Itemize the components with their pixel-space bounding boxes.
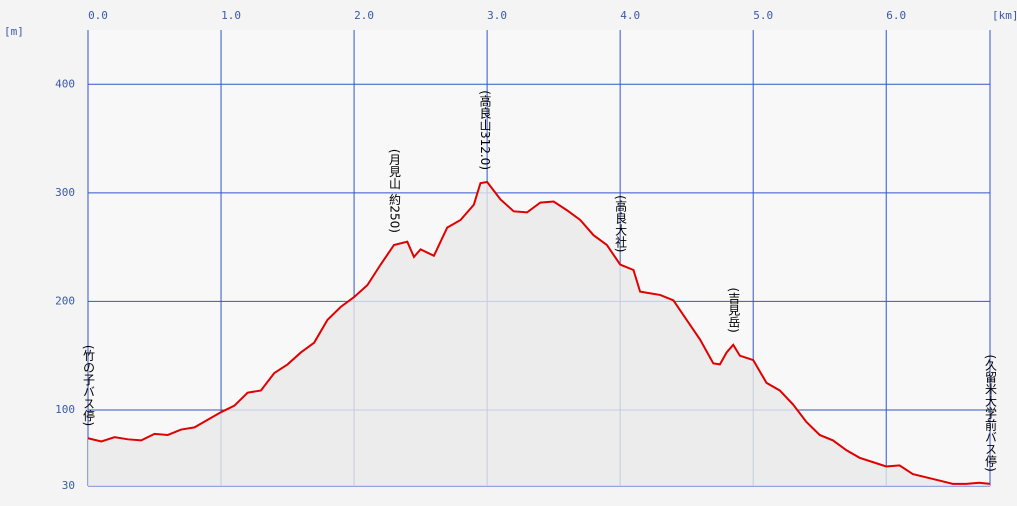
y-tick-label: 200 — [55, 294, 75, 307]
y-unit: [m] — [4, 25, 24, 38]
y-tick-label: 100 — [55, 403, 75, 416]
y-tick-label: 400 — [55, 77, 75, 90]
x-tick-label: 2.0 — [354, 9, 374, 22]
x-unit: [km] — [992, 9, 1017, 22]
x-tick-label: 3.0 — [487, 9, 507, 22]
area — [88, 182, 990, 486]
x-tick-label: 1.0 — [221, 9, 241, 22]
x-tick-label: 5.0 — [753, 9, 773, 22]
x-tick-label: 6.0 — [886, 9, 906, 22]
annotation: (月見山 約250) — [387, 149, 401, 233]
y-tick-label: 300 — [55, 186, 75, 199]
x-tick-label: 4.0 — [620, 9, 640, 22]
annotation: (久留米大学前バス停) — [984, 354, 998, 471]
line — [87, 180, 991, 485]
annotation: (吉見岳) — [727, 287, 741, 332]
annotation: (高良山312.0) — [478, 90, 492, 170]
x-tick-label: 0.0 — [88, 9, 108, 22]
y-tick-label: 30 — [62, 479, 75, 492]
annotation: (竹の子バス停) — [82, 345, 96, 426]
annotation: (高良大社) — [614, 195, 628, 252]
